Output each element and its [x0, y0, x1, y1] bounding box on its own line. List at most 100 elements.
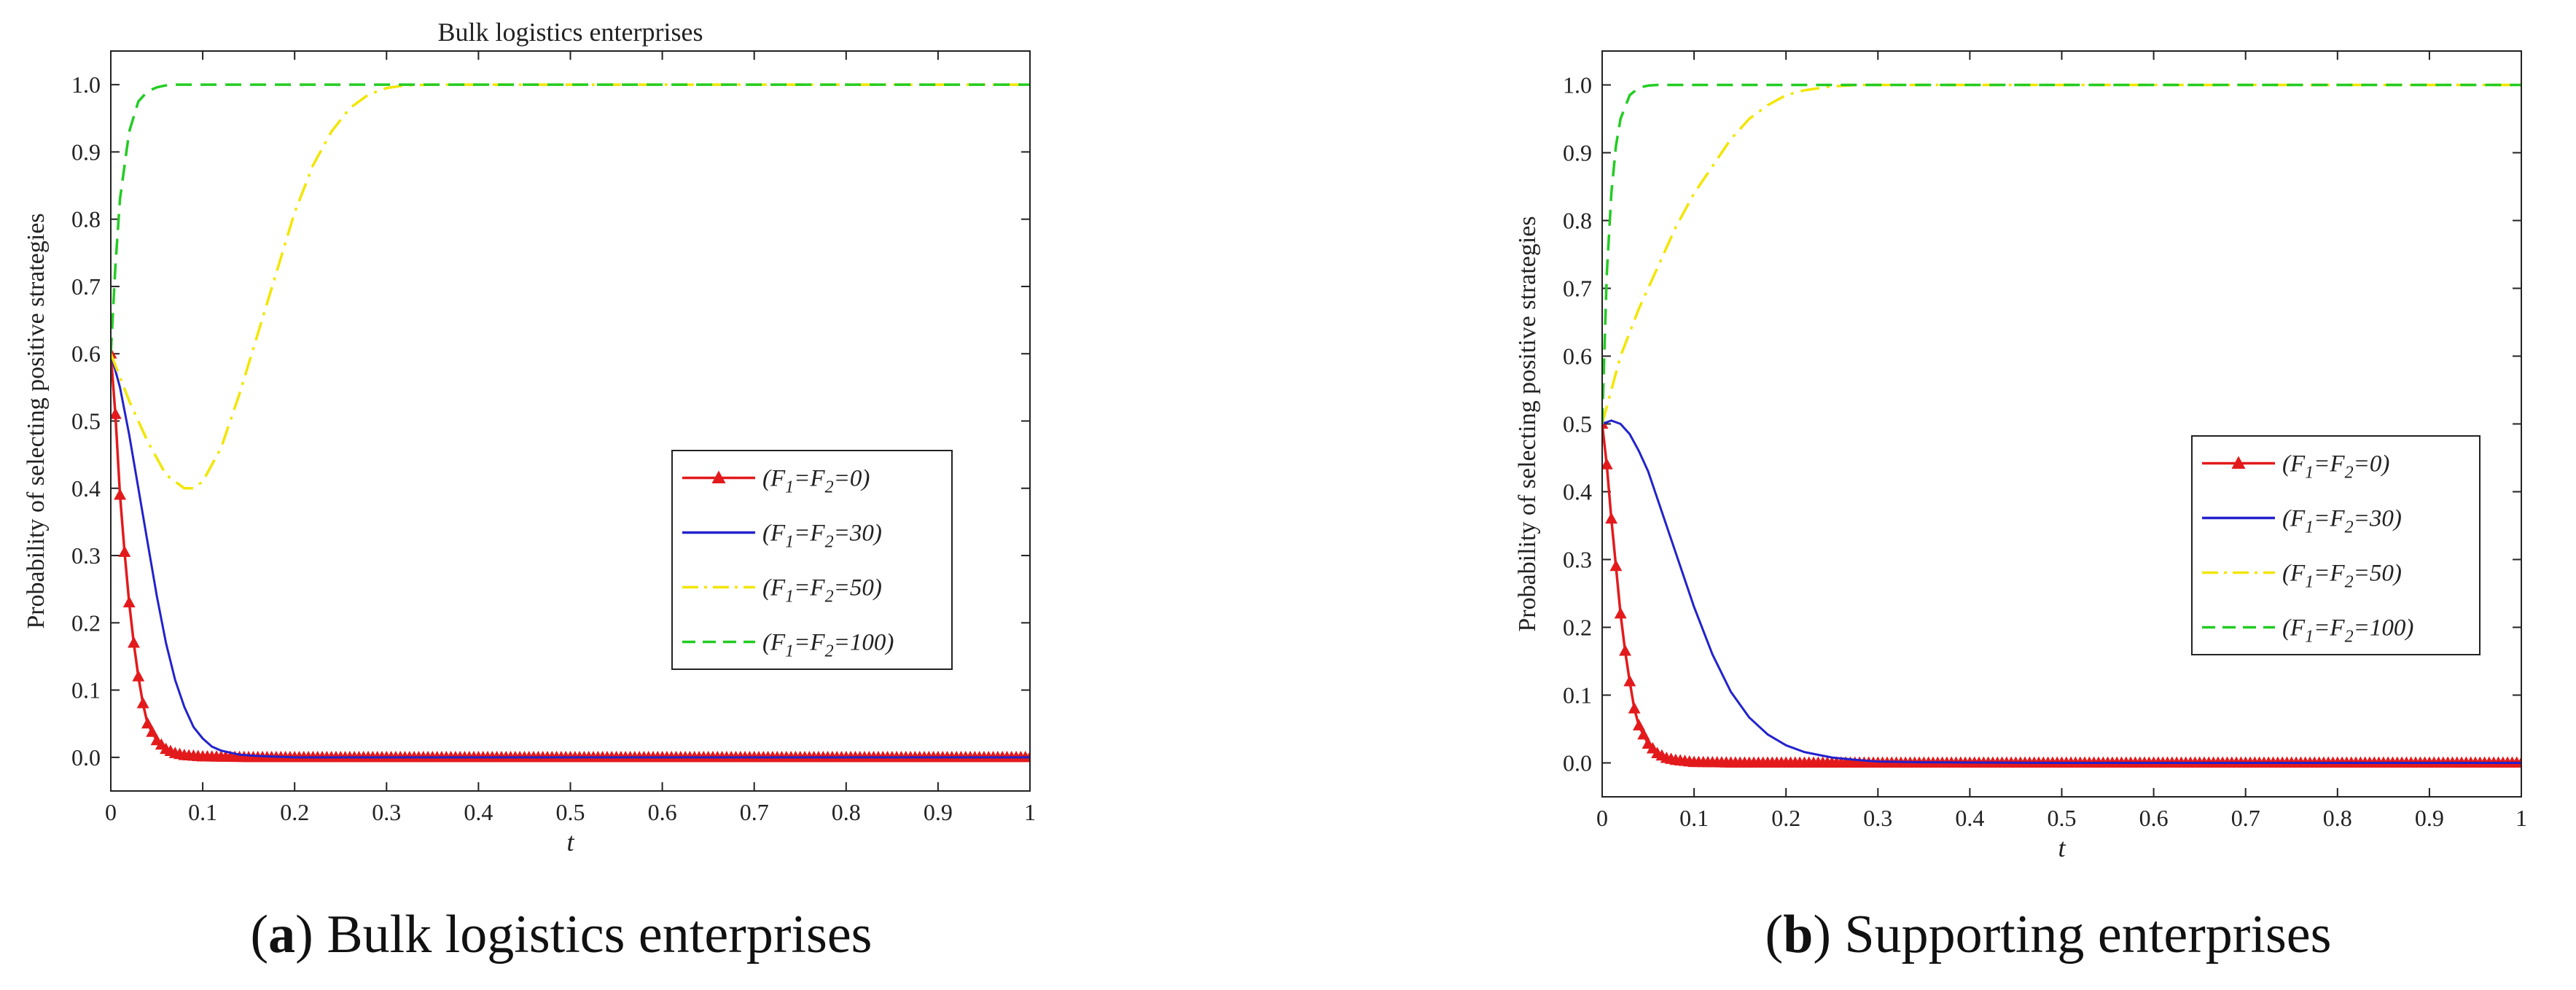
panel-b-series-1-marker: [1628, 702, 1641, 714]
legend-text: (F: [2282, 506, 2306, 532]
panel-b-ytick-label: 0.6: [1563, 343, 1592, 370]
panel-a-xtick-label: 0.2: [280, 799, 309, 825]
legend-text: =50): [2354, 561, 2402, 587]
legend-subscript: 1: [2305, 464, 2314, 483]
legend-subscript: 1: [785, 588, 794, 607]
legend-subscript: 2: [825, 533, 834, 552]
panel-b-ytick-label: 0.3: [1563, 547, 1592, 573]
panel-a-legend-label-1: (F1=F2=0): [762, 466, 870, 497]
legend-subscript: 1: [785, 642, 794, 661]
panel-b-series-1-marker: [1632, 719, 1645, 730]
panel-b-legend-label-3: (F1=F2=50): [2282, 561, 2402, 592]
panel-b-series-1-marker: [1609, 559, 1623, 572]
legend-subscript: 1: [2305, 518, 2314, 537]
panel-a-xtick-label: 0.1: [188, 799, 217, 825]
panel-a-xtick-label: 0.9: [924, 799, 953, 825]
legend-text: (F: [762, 630, 786, 656]
panel-a-series-1-marker: [114, 488, 127, 500]
panel-b-ytick-label: 0.4: [1563, 479, 1592, 505]
panel-b-legend-label-4: (F1=F2=100): [2282, 615, 2413, 647]
panel-a-legend: (F1=F2=0)(F1=F2=30)(F1=F2=50)(F1=F2=100): [671, 450, 953, 670]
panel-b-xtick-label: 0.8: [2323, 805, 2352, 831]
panel-a-ytick-label: 0.3: [71, 542, 101, 569]
legend-text: =30): [2354, 506, 2402, 532]
panel-b-legend-label-2: (F1=F2=30): [2282, 506, 2402, 537]
panel-a-xtick-label: 0: [105, 799, 117, 825]
panel-a-xtick-label: 1: [1024, 799, 1036, 825]
panel-a-ytick-label: 0.2: [71, 609, 101, 636]
legend-text: (F: [762, 575, 786, 601]
panel-a-series-1-marker: [146, 725, 159, 737]
panel-a-title: Bulk logistics enterprises: [438, 17, 703, 47]
panel-b-xtick-label: 0.6: [2139, 805, 2169, 831]
panel-a-ytick-label: 0.1: [71, 677, 101, 703]
panel-b-series-1-marker: [1637, 728, 1650, 740]
panel-a-series-4-line: [111, 83, 1030, 354]
panel-a-ytick-label: 0.9: [71, 139, 101, 165]
panel-b-ytick-label: 0.0: [1563, 750, 1592, 776]
panel-b-legend-box: [2191, 435, 2481, 655]
caption-b-text: Supporting enterprises: [1831, 905, 2332, 964]
panel-b-xtick-label: 0.9: [2415, 805, 2444, 831]
panel-a-legend-label-4: (F1=F2=100): [762, 630, 894, 661]
panel-b-legend: (F1=F2=0)(F1=F2=30)(F1=F2=50)(F1=F2=100): [2191, 435, 2481, 655]
panel-a-series-3-line: [111, 83, 1030, 490]
legend-text: =F: [2314, 506, 2345, 532]
panel-b-legend-label-1: (F1=F2=0): [2282, 451, 2389, 483]
panel-a-legend-label-3: (F1=F2=50): [762, 575, 882, 607]
panel-a-xtick-label: 0.8: [832, 799, 861, 825]
caption-a-text: Bulk logistics enterprises: [313, 905, 873, 964]
panel-a-series-1-marker: [132, 670, 145, 682]
caption-b: (b) Supporting enterprises: [1765, 905, 2332, 964]
panel-a-series-2-line: [111, 353, 1030, 759]
legend-text: =F: [794, 466, 825, 492]
caption-b-letter: b: [1783, 905, 1814, 964]
panel-a-xtick-label: 0.7: [740, 799, 769, 825]
panel-a-legend-label-2: (F1=F2=30): [762, 521, 882, 552]
panel-b-xtick-label: 0.5: [2048, 805, 2077, 831]
legend-subscript: 2: [2345, 518, 2354, 537]
panel-a-xtick-label: 0.6: [648, 799, 677, 825]
panel-b-ytick-label: 1.0: [1563, 72, 1592, 98]
panel-b-xtick-label: 0.1: [1679, 805, 1709, 831]
legend-text: =F: [794, 521, 825, 547]
panel-a-ytick-label: 0.6: [71, 340, 101, 367]
legend-text: =50): [834, 575, 882, 601]
legend-subscript: 2: [2345, 464, 2354, 483]
panel-a-ytick-label: 0.5: [71, 408, 101, 434]
panel-a-series-1-marker: [122, 596, 136, 608]
panel-a-plot-area: [111, 83, 1030, 763]
panel-b-ytick-label: 0.5: [1563, 411, 1592, 437]
panel-b-xlabel: t: [2058, 833, 2066, 862]
panel-a-ytick-label: 0.8: [71, 206, 101, 233]
panel-a-xtick-label: 0.4: [464, 799, 493, 825]
legend-text: =0): [2354, 451, 2390, 478]
panel-b-series-1-marker: [1602, 458, 1613, 469]
legend-text: (F: [2282, 615, 2306, 642]
legend-subscript: 2: [825, 588, 834, 607]
legend-subscript: 2: [2345, 573, 2354, 592]
panel-b-ytick-label: 0.2: [1563, 615, 1592, 641]
panel-a-ytick-label: 0.4: [71, 475, 101, 502]
panel-b-series-2-line: [1602, 419, 2521, 764]
legend-text: (F: [762, 521, 786, 547]
legend-text: =F: [794, 575, 825, 601]
panel-a-legend-box: [671, 450, 953, 670]
panel-b-axes-box: [1601, 50, 2522, 798]
legend-subscript: 1: [785, 478, 794, 497]
panel-a-ylabel: Probability of selecting positive strate…: [23, 213, 50, 628]
legend-text: (F: [2282, 561, 2306, 587]
panel-b-series-1-marker: [1619, 644, 1631, 656]
panel-a-xtick-label: 0.3: [372, 799, 401, 825]
panel-b-xtick-label: 0: [1596, 805, 1608, 831]
panel-b-xtick-label: 0.2: [1771, 805, 1800, 831]
panel-a-series-1-marker: [118, 545, 131, 557]
legend-text: =F: [2314, 615, 2345, 642]
panel-a-ytick-label: 1.0: [71, 71, 101, 98]
panel-b-chart: 0 0.1 0.2 0.3 0.4 0.5 0.6 0.7 0.8 0.9 1 0.0 0.1 0.2 0.…: [1514, 50, 2527, 862]
panel-b-ytick-label: 0.9: [1563, 140, 1592, 166]
legend-text: =100): [834, 630, 894, 656]
panel-b-xtick-label: 0.7: [2231, 805, 2260, 831]
legend-text: =30): [834, 521, 882, 547]
